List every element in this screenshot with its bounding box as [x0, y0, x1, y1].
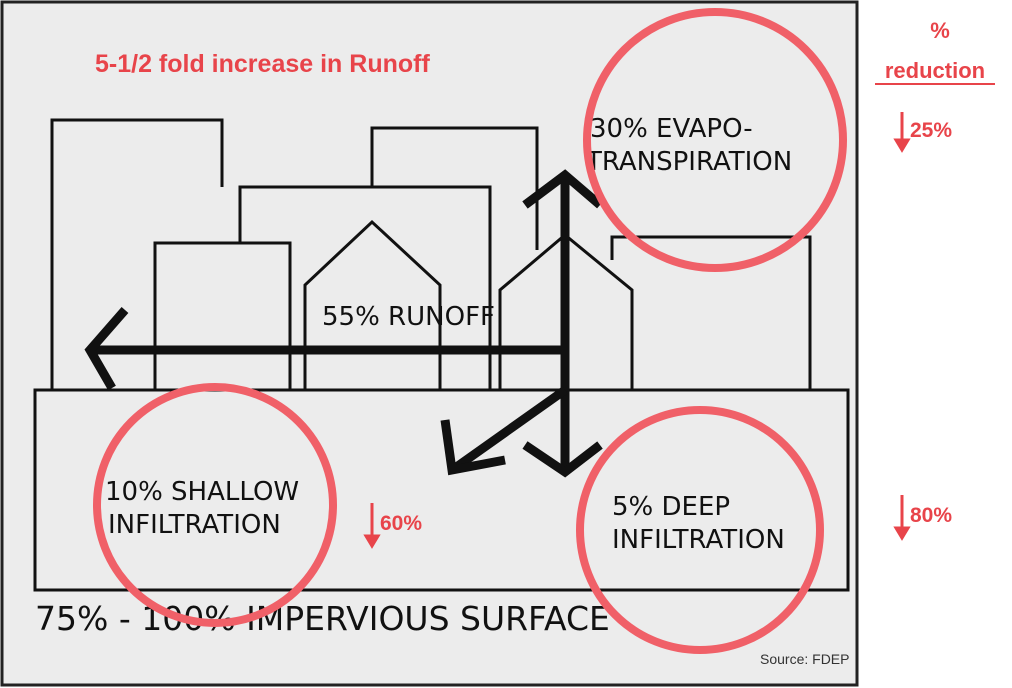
reduction-value: 60%	[380, 512, 422, 535]
title: 5-1/2 fold increase in Runoff	[95, 50, 430, 78]
reduction-value: 25%	[910, 119, 952, 142]
label: INFILTRATION	[612, 525, 785, 555]
label: TRANSPIRATION	[585, 147, 792, 177]
label: 55% RUNOFF	[322, 302, 495, 332]
label: 75% - 100% IMPERVIOUS SURFACE	[35, 599, 610, 638]
diagram: 5-1/2 fold increase in Runoff 30% EVAPO-…	[0, 0, 1012, 688]
label: INFILTRATION	[108, 510, 281, 540]
reduction-value: 80%	[910, 504, 952, 527]
label: 30% EVAPO-	[590, 114, 753, 144]
label: 10% SHALLOW	[105, 477, 299, 507]
source: Source: FDEP	[760, 651, 849, 667]
label: 5% DEEP	[612, 492, 730, 522]
reduction-header: reduction	[885, 58, 985, 83]
reduction-header: %	[930, 18, 950, 43]
